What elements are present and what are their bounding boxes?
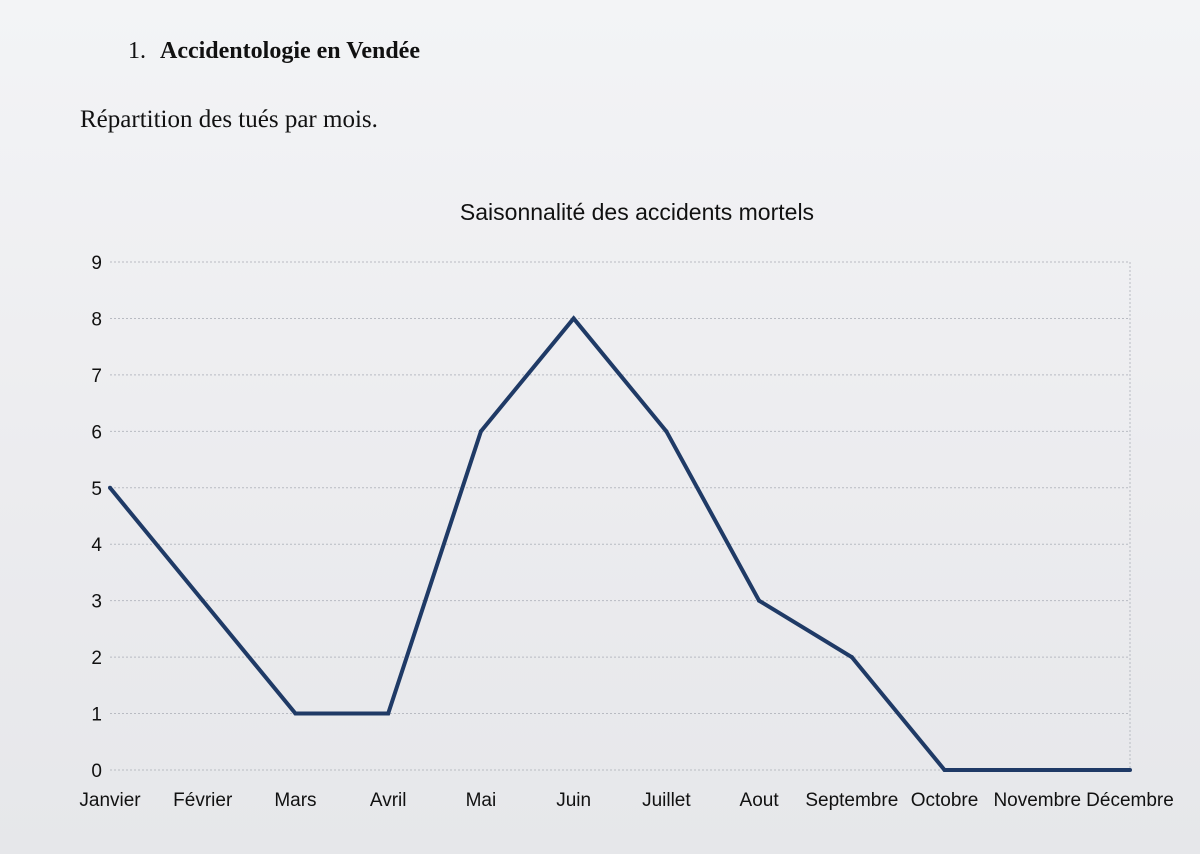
x-tick-label: Avril <box>370 790 407 811</box>
chart-title: Saisonnalité des accidents mortels <box>460 199 814 225</box>
x-tick-label: Novembre <box>993 790 1081 811</box>
data-point <box>942 768 947 772</box>
chart-series <box>108 315 1132 772</box>
y-tick-label: 2 <box>91 648 102 669</box>
data-point <box>571 316 576 321</box>
data-point <box>108 485 112 490</box>
section-title: Accidentologie en Vendée <box>160 38 420 64</box>
x-axis-tick-labels: Janvier Février Mars Avril Mai Juin Juillet Aou… <box>79 790 1173 811</box>
x-tick-label: Février <box>173 790 233 811</box>
y-tick-label: 6 <box>91 422 102 443</box>
data-point <box>849 655 854 660</box>
section-subtitle: Répartition des tués par mois. <box>80 106 378 133</box>
data-point <box>386 711 391 716</box>
chart-gridlines <box>110 261 1131 771</box>
data-point <box>664 429 669 434</box>
x-tick-label: Décembre <box>1086 790 1174 811</box>
y-axis-tick-labels: 0 1 2 3 4 5 6 7 8 9 <box>91 253 102 782</box>
x-tick-label: Septembre <box>805 790 898 811</box>
y-tick-label: 4 <box>91 535 102 556</box>
y-tick-label: 7 <box>91 366 102 387</box>
y-tick-label: 0 <box>91 761 102 782</box>
section-number: 1. <box>128 38 146 64</box>
x-tick-label: Mars <box>274 790 316 811</box>
x-tick-label: Octobre <box>911 790 979 811</box>
data-point <box>1128 768 1132 772</box>
data-point <box>293 711 298 716</box>
data-point <box>200 598 205 603</box>
section-heading: 1. Accidentologie en Vendée <box>128 38 420 65</box>
x-tick-label: Juillet <box>642 790 691 811</box>
x-tick-label: Janvier <box>79 790 141 811</box>
x-tick-label: Juin <box>556 790 591 811</box>
data-point <box>757 598 762 603</box>
x-tick-label: Mai <box>466 790 497 811</box>
data-point <box>1035 768 1040 772</box>
y-tick-label: 8 <box>91 309 102 330</box>
y-tick-label: 5 <box>91 479 102 500</box>
x-tick-label: Aout <box>740 790 780 811</box>
y-tick-label: 9 <box>91 253 102 274</box>
data-point <box>478 429 483 434</box>
y-tick-label: 3 <box>91 592 102 613</box>
y-tick-label: 1 <box>91 705 102 726</box>
series-line <box>108 315 1130 772</box>
